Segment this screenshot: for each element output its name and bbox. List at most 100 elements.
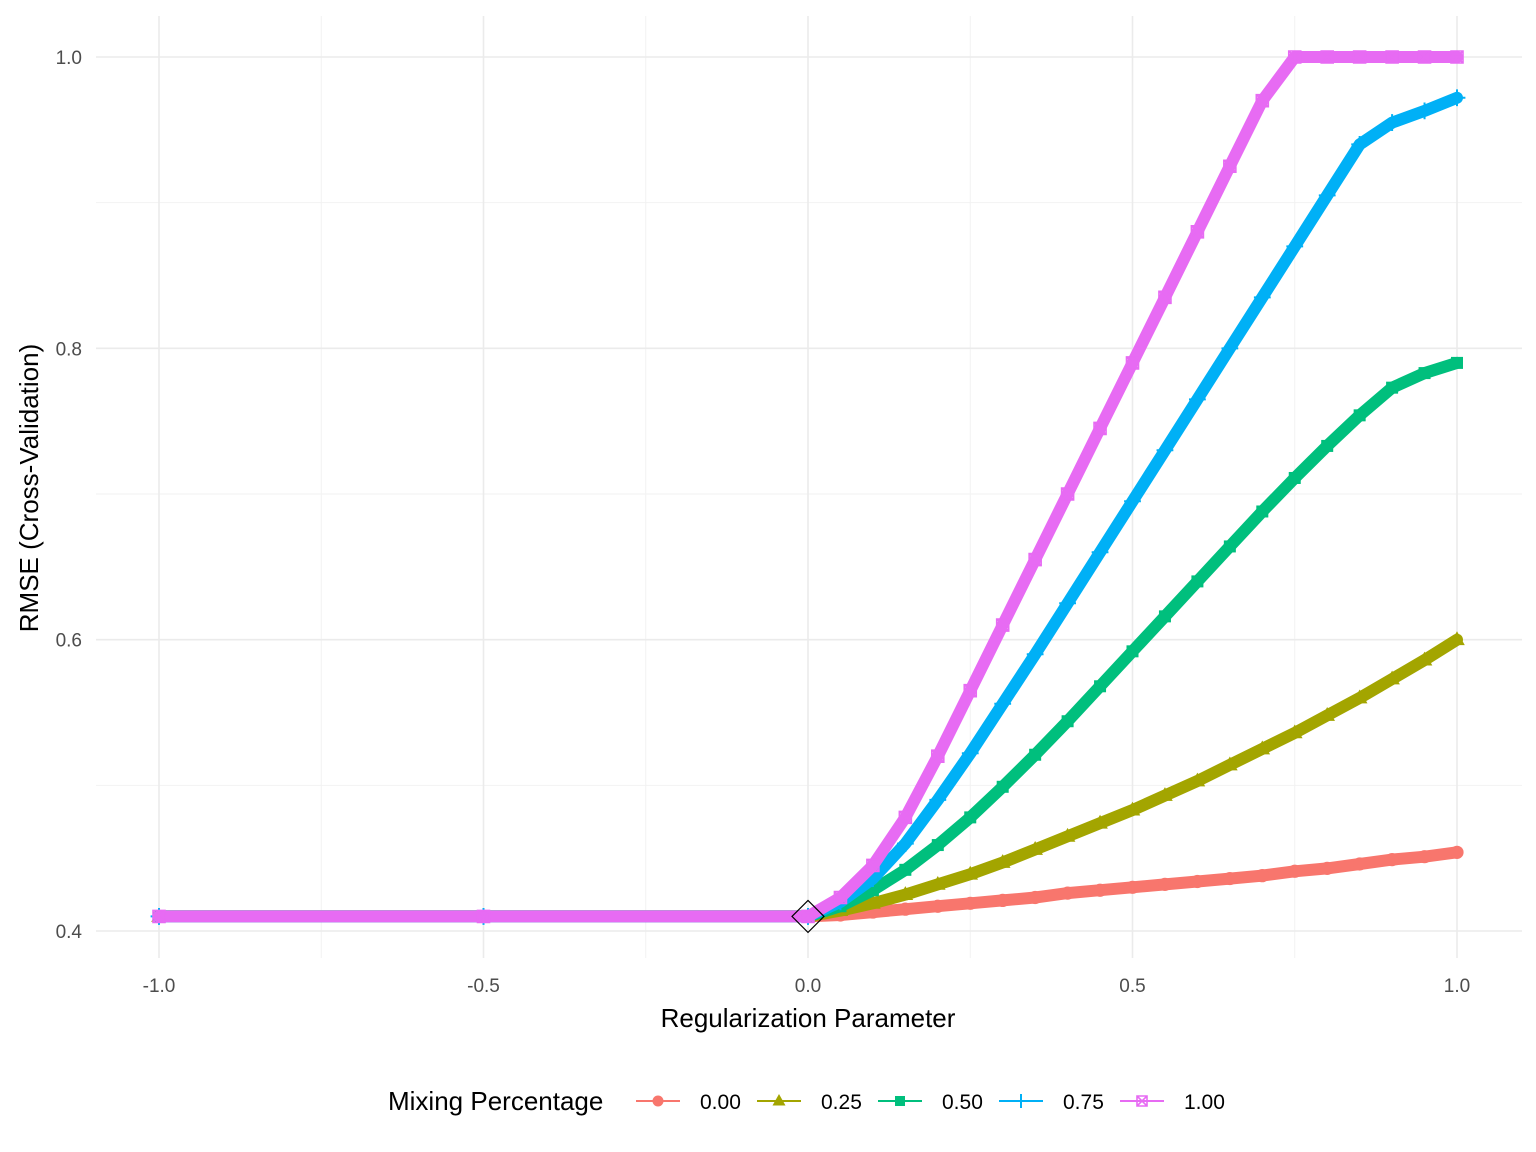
data-point xyxy=(1288,471,1301,484)
data-point xyxy=(865,894,881,909)
legend-label: 0.50 xyxy=(942,1091,983,1114)
data-point xyxy=(1448,89,1466,107)
data-point xyxy=(1092,814,1108,829)
data-point xyxy=(897,886,914,900)
data-point xyxy=(1028,890,1042,905)
legend-key-marker xyxy=(772,1094,786,1106)
legend-key-marker xyxy=(1136,1095,1148,1107)
data-point xyxy=(1125,880,1140,894)
data-point xyxy=(931,839,944,852)
data-point xyxy=(1416,651,1433,666)
data-point xyxy=(962,865,979,880)
data-point xyxy=(930,875,946,890)
data-point xyxy=(994,854,1011,868)
data-point xyxy=(1353,409,1366,422)
legend-items: 0.00 0.25 0.50 0.75 1.00 xyxy=(636,1091,1225,1114)
data-point xyxy=(1190,874,1204,889)
data-point xyxy=(1383,114,1401,131)
data-point xyxy=(1318,186,1336,204)
data-point xyxy=(1029,748,1042,761)
data-point xyxy=(1449,631,1465,646)
y-tick-label: 1.0 xyxy=(56,48,82,69)
data-point xyxy=(1384,670,1400,685)
legend-label: 1.00 xyxy=(1184,1091,1225,1114)
data-point xyxy=(1157,787,1173,801)
data-point xyxy=(1190,225,1205,239)
data-point xyxy=(1222,756,1238,771)
data-point xyxy=(1093,883,1107,897)
data-point xyxy=(1386,381,1399,394)
data-point xyxy=(1351,136,1369,153)
data-point xyxy=(1319,707,1335,721)
grid-minor xyxy=(96,16,1522,958)
legend-key-marker xyxy=(895,1096,905,1106)
data-point xyxy=(994,695,1012,713)
data-point xyxy=(898,810,913,825)
legend-key-marker xyxy=(652,1095,664,1107)
legend: Mixing Percentage 0.00 0.25 0.50 0.75 1.00 xyxy=(388,1086,1225,1116)
data-point xyxy=(476,909,491,924)
y-tick-label: 0.8 xyxy=(56,339,82,360)
legend-key-marker xyxy=(1014,1094,1028,1108)
data-point xyxy=(1158,610,1171,623)
data-point xyxy=(1223,871,1237,886)
data-point xyxy=(996,893,1010,908)
legend-label: 0.75 xyxy=(1063,1091,1104,1114)
legend-item-0.25: 0.25 xyxy=(757,1091,862,1114)
series-layer xyxy=(150,50,1466,925)
data-point xyxy=(1353,857,1367,871)
diamond-marker xyxy=(791,899,825,934)
legend-item-0.75: 0.75 xyxy=(999,1091,1104,1114)
data-point xyxy=(1352,50,1367,64)
legend-label: 0.25 xyxy=(821,1091,862,1114)
data-point xyxy=(1125,356,1140,370)
y-axis-title: RMSE (Cross-Validation) xyxy=(14,344,44,632)
y-tick-label: 0.6 xyxy=(56,631,82,652)
data-point xyxy=(1450,845,1464,859)
data-point xyxy=(964,811,977,824)
legend-item-0.50: 0.50 xyxy=(878,1091,983,1114)
data-point xyxy=(1351,689,1368,704)
data-point xyxy=(1223,159,1237,174)
data-point xyxy=(963,896,977,910)
data-point xyxy=(1253,288,1271,306)
data-point xyxy=(961,744,979,762)
data-point xyxy=(1254,740,1271,755)
x-tick-label: 0.0 xyxy=(795,976,821,997)
data-point xyxy=(1189,772,1206,787)
data-point xyxy=(1416,102,1433,120)
data-point xyxy=(1059,827,1076,842)
data-point xyxy=(995,618,1010,632)
data-point xyxy=(931,749,945,763)
data-point xyxy=(1255,93,1270,108)
data-point xyxy=(1287,50,1302,64)
x-axis-ticks: -1.0 -0.5 0.0 0.5 1.0 xyxy=(143,976,1471,997)
data-point xyxy=(896,835,914,852)
y-tick-label: 0.4 xyxy=(56,922,83,943)
data-point xyxy=(1061,715,1074,728)
data-point xyxy=(1126,645,1139,658)
data-point xyxy=(801,909,815,924)
data-point xyxy=(931,899,945,913)
data-point xyxy=(1417,850,1432,864)
data-point xyxy=(833,890,848,905)
data-point xyxy=(1094,680,1107,693)
data-point xyxy=(898,902,912,916)
data-point xyxy=(1255,869,1269,883)
data-point xyxy=(1221,339,1239,357)
data-point xyxy=(1028,552,1042,567)
data-point xyxy=(996,780,1009,793)
data-point xyxy=(1093,421,1107,436)
data-point xyxy=(899,863,912,876)
data-point xyxy=(1286,237,1304,255)
x-tick-label: 1.0 xyxy=(1444,976,1470,997)
data-point xyxy=(1223,540,1236,553)
data-point xyxy=(929,791,947,809)
grid-major xyxy=(96,16,1522,958)
data-point xyxy=(1321,439,1334,452)
data-point xyxy=(1256,505,1269,518)
data-point xyxy=(1191,575,1204,588)
data-point xyxy=(1059,594,1076,612)
data-point xyxy=(1027,841,1043,855)
